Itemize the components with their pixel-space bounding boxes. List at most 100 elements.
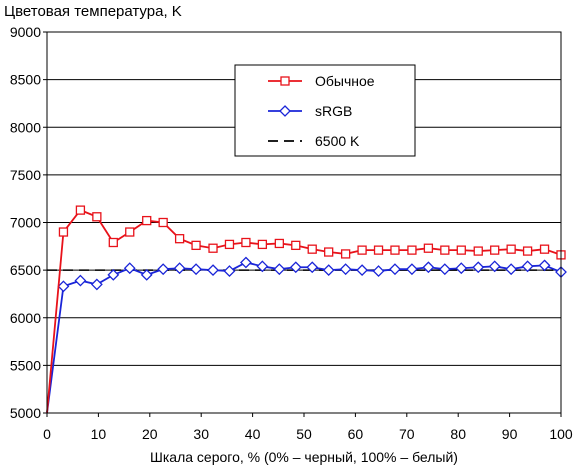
data-point-srgb-20: [372, 265, 385, 277]
chart-title: Цветовая температура, K: [4, 3, 182, 20]
series-line-srgb: [46, 261, 562, 414]
series-обычное: [46, 205, 566, 414]
data-point-обычное-17: [324, 247, 334, 257]
data-point-обычное-30: [539, 244, 550, 254]
data-point-обычное-26: [473, 246, 483, 256]
data-point-srgb-27: [488, 260, 501, 273]
data-point-обычное-6: [142, 215, 152, 226]
x-tick-label-80: 80: [450, 426, 466, 442]
data-point-обычное-28: [506, 244, 516, 254]
data-point-srgb-6: [140, 268, 153, 281]
x-tick-label-60: 60: [348, 426, 364, 442]
data-point-обычное-23: [423, 243, 434, 253]
data-point-обычное-12: [241, 237, 251, 248]
y-tick-label-6500: 6500: [10, 262, 41, 278]
legend-marker-обычное: [280, 76, 290, 86]
data-point-srgb-25: [455, 262, 468, 275]
legend-marker-srgb: [279, 105, 291, 117]
data-point-обычное-20: [373, 245, 384, 255]
x-tick-label-20: 20: [142, 426, 158, 442]
data-point-srgb-9: [190, 263, 202, 276]
data-point-srgb-12: [239, 256, 252, 269]
data-point-обычное-24: [440, 245, 450, 255]
data-point-srgb-22: [406, 263, 418, 276]
data-point-обычное-25: [456, 245, 466, 255]
x-axis-ticks: 0 10 20 30 40 50 60 70 80 90 100: [43, 413, 573, 442]
data-point-srgb-29: [521, 260, 534, 273]
data-point-srgb-2: [74, 274, 87, 287]
data-point-srgb-16: [306, 261, 319, 274]
data-point-обычное-16: [307, 244, 317, 254]
data-point-srgb-3: [90, 278, 103, 291]
legend-item-обычное: Обычное: [268, 73, 375, 89]
y-tick-label-7500: 7500: [10, 167, 41, 183]
y-axis-ticks: 5000 5500 6000 6500 7000 7500 8000 8500 9000: [10, 24, 47, 421]
data-point-srgb-8: [173, 262, 186, 275]
legend-item-srgb: sRGB: [268, 103, 352, 119]
data-point-srgb-24: [438, 263, 451, 276]
data-point-srgb-23: [422, 261, 435, 274]
data-point-обычное-9: [191, 240, 201, 251]
x-tick-label-90: 90: [502, 426, 518, 442]
y-tick-label-8500: 8500: [10, 72, 41, 88]
data-point-обычное-27: [490, 245, 500, 255]
data-point-обычное-1: [58, 227, 69, 237]
y-tick-label-9000: 9000: [10, 24, 41, 40]
data-point-srgb-30: [538, 259, 551, 272]
data-point-srgb-14: [273, 263, 286, 276]
data-point-обычное-5: [125, 227, 135, 237]
data-point-обычное-29: [522, 246, 533, 256]
data-point-srgb-10: [207, 264, 219, 277]
x-tick-label-100: 100: [549, 426, 573, 442]
data-point-srgb-18: [339, 263, 352, 276]
data-point-srgb-7: [157, 263, 170, 276]
data-point-srgb-5: [123, 262, 136, 275]
y-tick-label-8000: 8000: [10, 119, 41, 135]
data-point-srgb-26: [472, 261, 485, 274]
legend-item-6500-k: 6500 K: [268, 133, 360, 149]
y-tick-label-7000: 7000: [10, 215, 41, 231]
legend-box: [234, 64, 416, 157]
data-point-обычное-4: [108, 237, 118, 248]
data-point-обычное-11: [224, 239, 235, 250]
y-tick-label-5500: 5500: [10, 357, 41, 373]
data-point-обычное-15: [291, 240, 301, 251]
data-point-обычное-19: [357, 245, 367, 255]
series-layer: [46, 205, 567, 414]
data-point-обычное-13: [257, 239, 268, 250]
data-point-обычное-22: [407, 245, 417, 255]
legend: Обычное sRGB 6500 K: [234, 64, 416, 157]
data-point-обычное-18: [340, 249, 351, 259]
data-point-srgb-4: [107, 268, 120, 281]
x-tick-label-0: 0: [43, 426, 51, 442]
x-tick-label-10: 10: [91, 426, 107, 442]
data-point-srgb-17: [322, 264, 335, 277]
series-line-обычное: [46, 209, 562, 414]
x-tick-label-70: 70: [399, 426, 415, 442]
data-point-обычное-8: [174, 234, 185, 244]
data-point-srgb-11: [223, 265, 236, 277]
data-point-srgb-15: [289, 261, 302, 274]
data-point-srgb-21: [389, 263, 401, 276]
data-point-обычное-10: [208, 243, 218, 253]
y-tick-label-6000: 6000: [10, 310, 41, 326]
x-axis-label: Шкала серого, % (0% – черный, 100% – бел…: [150, 449, 458, 465]
x-tick-label-50: 50: [296, 426, 312, 442]
data-point-srgb-1: [57, 280, 70, 293]
data-point-srgb-13: [256, 260, 269, 273]
data-point-обычное-14: [274, 238, 284, 249]
data-point-обычное-21: [390, 245, 400, 255]
data-point-srgb-19: [356, 264, 369, 277]
legend-label-srgb: sRGB: [315, 103, 352, 119]
y-tick-label-5000: 5000: [10, 405, 41, 421]
data-point-srgb-28: [505, 263, 518, 276]
plot-area-border: [46, 31, 562, 414]
legend-label-6500-k: 6500 K: [315, 133, 360, 149]
data-point-обычное-3: [92, 212, 102, 222]
legend-label-обычное: Обычное: [315, 73, 375, 89]
data-point-обычное-7: [158, 217, 168, 228]
data-point-обычное-2: [75, 205, 86, 215]
x-tick-label-40: 40: [245, 426, 261, 442]
series-srgb: [46, 256, 567, 414]
